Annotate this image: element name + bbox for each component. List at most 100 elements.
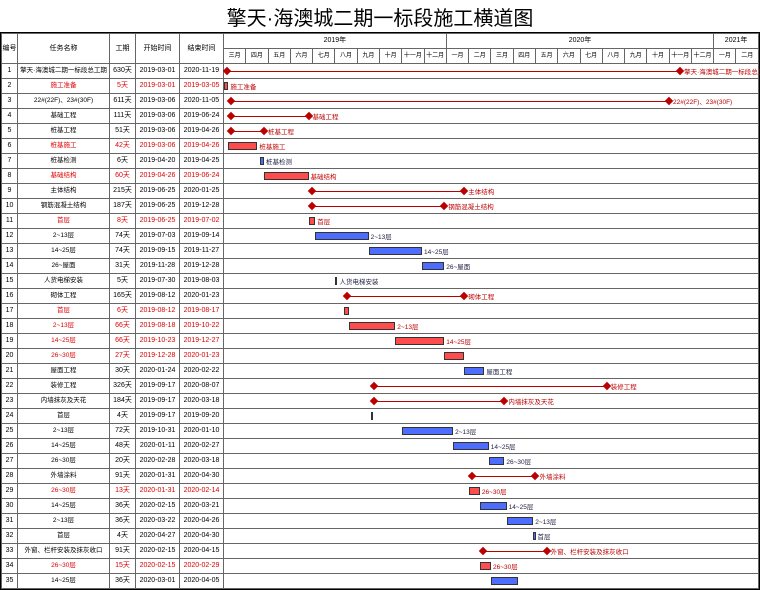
cell-end: 2019-12-27 [180, 334, 224, 349]
milestone-line [480, 551, 547, 552]
cell-name: 26~30层 [18, 484, 110, 499]
cell-dur: 5天 [110, 79, 136, 94]
cell-dur: 184天 [110, 394, 136, 409]
task-row: 25 2~13层 72天 2019-10-31 2020-01-10 2~13层 [2, 424, 759, 439]
task-bar [402, 427, 453, 435]
cell-end: 2020-01-25 [180, 184, 224, 199]
milestone-line [228, 101, 669, 102]
cell-end: 2020-04-15 [180, 544, 224, 559]
cell-id: 32 [2, 529, 18, 544]
cell-name: 钢筋混凝土结构 [18, 199, 110, 214]
gantt-cell [224, 349, 759, 364]
cell-start: 2019-11-28 [136, 259, 180, 274]
task-bar [371, 412, 373, 420]
milestone-end-icon [676, 67, 684, 75]
cell-id: 26 [2, 439, 18, 454]
cell-end: 2019-04-25 [180, 154, 224, 169]
task-bar [489, 457, 505, 465]
cell-name: 首层 [18, 304, 110, 319]
task-bar [533, 532, 535, 540]
month-header: 三月 [491, 49, 513, 64]
cell-start: 2019-03-01 [136, 79, 180, 94]
task-bar [264, 172, 308, 180]
cell-end: 2020-02-14 [180, 484, 224, 499]
cell-id: 25 [2, 424, 18, 439]
cell-dur: 74天 [110, 229, 136, 244]
cell-dur: 36天 [110, 514, 136, 529]
cell-dur: 6天 [110, 154, 136, 169]
gantt-cell: 外窗、栏杆安装及抹灰收口 [224, 544, 759, 559]
gantt-cell [224, 304, 759, 319]
milestone-line [309, 206, 445, 207]
milestone-line [371, 401, 505, 402]
gantt-cell: 主体结构 [224, 184, 759, 199]
cell-dur: 66天 [110, 319, 136, 334]
milestone-end-icon [602, 382, 610, 390]
gantt-cell: 26~30层 [224, 484, 759, 499]
cell-start: 2019-10-31 [136, 424, 180, 439]
gantt-cell: 桩基检测 [224, 154, 759, 169]
task-row: 13 14~25层 74天 2019-09-15 2019-11-27 14~2… [2, 244, 759, 259]
task-bar [344, 307, 348, 315]
col-dur-header: 工期 [110, 34, 136, 64]
cell-dur: 36天 [110, 499, 136, 514]
milestone-end-icon [531, 472, 539, 480]
cell-start: 2019-04-26 [136, 169, 180, 184]
gantt-table: 编号 任务名称 工期 开始时间 结束时间2019年2020年2021年 三月四月… [1, 33, 759, 589]
cell-start: 2020-02-15 [136, 499, 180, 514]
month-header: 四月 [513, 49, 535, 64]
task-row: 29 26~30层 13天 2020-01-31 2020-02-14 26~3… [2, 484, 759, 499]
cell-id: 24 [2, 409, 18, 424]
cell-id: 27 [2, 454, 18, 469]
task-row: 20 26~30层 27天 2019-12-28 2020-01-23 [2, 349, 759, 364]
cell-dur: 15天 [110, 559, 136, 574]
cell-start: 2020-01-31 [136, 484, 180, 499]
task-row: 14 26~屋面 31天 2019-11-28 2019-12-28 26~屋面 [2, 259, 759, 274]
cell-end: 2020-11-19 [180, 64, 224, 79]
cell-id: 2 [2, 79, 18, 94]
cell-start: 2019-10-23 [136, 334, 180, 349]
cell-end: 2020-04-30 [180, 469, 224, 484]
cell-id: 14 [2, 259, 18, 274]
cell-id: 8 [2, 169, 18, 184]
gantt-cell: 22#(22F)、23#(30F) [224, 94, 759, 109]
cell-end: 2020-04-05 [180, 574, 224, 589]
cell-start: 2019-09-17 [136, 394, 180, 409]
cell-id: 34 [2, 559, 18, 574]
cell-end: 2020-04-26 [180, 514, 224, 529]
month-header: 二月 [469, 49, 491, 64]
cell-id: 31 [2, 514, 18, 529]
cell-name: 26~30层 [18, 454, 110, 469]
cell-name: 内墙抹灰及天花 [18, 394, 110, 409]
cell-name: 14~25层 [18, 334, 110, 349]
milestone-end-icon [304, 112, 312, 120]
task-row: 23 内墙抹灰及天花 184天 2019-09-17 2020-03-18 内墙… [2, 394, 759, 409]
gantt-cell: 施工准备 [224, 79, 759, 94]
cell-name: 2~13层 [18, 319, 110, 334]
cell-dur: 60天 [110, 169, 136, 184]
task-row: 11 首层 8天 2019-06-25 2019-07-02 首层 [2, 214, 759, 229]
task-row: 32 首层 4天 2020-04-27 2020-04-30 首层 [2, 529, 759, 544]
month-header: 十一月 [669, 49, 691, 64]
cell-end: 2019-12-28 [180, 259, 224, 274]
cell-end: 2020-08-07 [180, 379, 224, 394]
cell-id: 22 [2, 379, 18, 394]
gantt-cell [224, 409, 759, 424]
task-row: 10 钢筋混凝土结构 187天 2019-06-25 2019-12-28 钢筋… [2, 199, 759, 214]
gantt-cell: 26~屋面 [224, 259, 759, 274]
cell-end: 2020-03-18 [180, 394, 224, 409]
cell-name: 外墙涂料 [18, 469, 110, 484]
task-bar [224, 82, 228, 90]
month-header: 三月 [224, 49, 246, 64]
cell-dur: 27天 [110, 349, 136, 364]
gantt-cell: 砌体工程 [224, 289, 759, 304]
cell-name: 14~25层 [18, 439, 110, 454]
cell-dur: 4天 [110, 409, 136, 424]
cell-start: 2020-02-15 [136, 544, 180, 559]
task-bar [469, 487, 480, 495]
year-header: 2020年 [446, 34, 713, 49]
task-row: 33 外窗、栏杆安装及抹灰收口 91天 2020-02-15 2020-04-1… [2, 544, 759, 559]
gantt-cell: 擎天·海澳城二期一标段总工期 [224, 64, 759, 79]
cell-start: 2019-09-17 [136, 379, 180, 394]
cell-start: 2019-06-25 [136, 199, 180, 214]
